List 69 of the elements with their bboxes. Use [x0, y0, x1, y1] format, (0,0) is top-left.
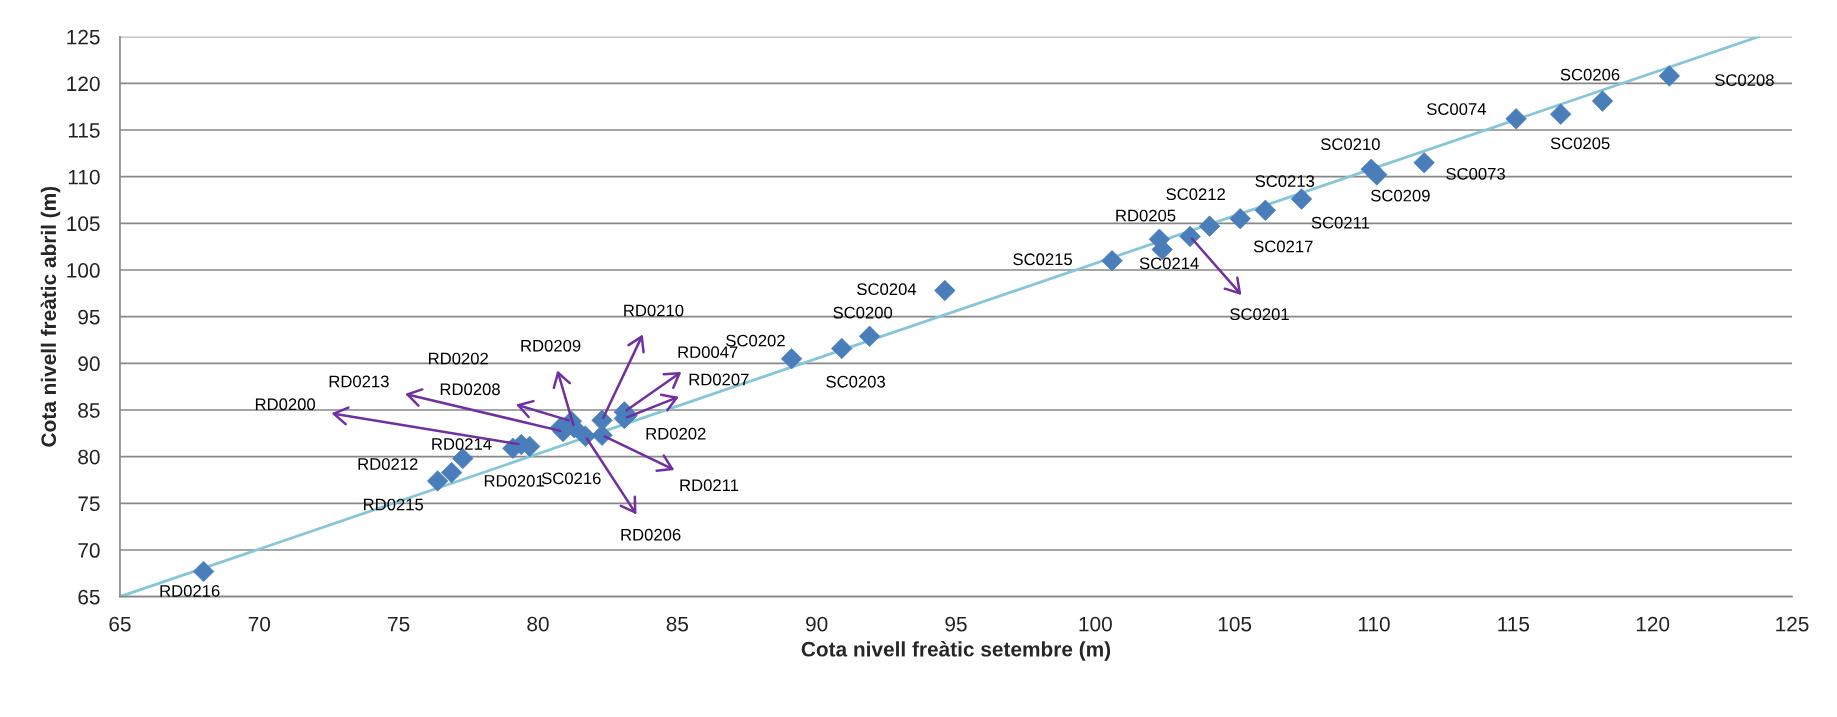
annotation: SC0205 [1550, 137, 1610, 150]
x-tick-label: 85 [666, 616, 689, 632]
point [831, 337, 853, 360]
annotation: SC0211 [1311, 216, 1370, 229]
x-tick-label: 100 [1079, 616, 1112, 632]
annotation: RD0208 [440, 383, 500, 396]
y-tick-label: 115 [68, 123, 100, 138]
annotation: RD0202 [429, 352, 488, 365]
y-tick-label: 95 [78, 309, 100, 325]
x-tick-label: 105 [1218, 616, 1252, 632]
annotation: SC0206 [1560, 68, 1620, 81]
y-tick-label: 100 [67, 263, 100, 278]
annotation: SC0216 [541, 472, 601, 485]
annotation: SC0074 [1427, 103, 1487, 115]
y-axis-title: Cota nivell freàtic abril (m) [40, 186, 61, 447]
annotation: SC0073 [1446, 167, 1505, 180]
annotation: RD0209 [521, 339, 581, 352]
annotation: SC0202 [726, 334, 785, 347]
x-tick-label: 70 [248, 616, 271, 632]
annotation: RD0202 [646, 427, 706, 440]
annotation: RD0047 [678, 346, 738, 359]
annotation: RD0212 [358, 458, 418, 470]
annotation: SC0210 [1321, 138, 1380, 151]
x-tick-label: 65 [109, 616, 131, 632]
x-axis-title: Cota nivell freàtic setembre (m) [801, 641, 1111, 661]
annotation: SC0209 [1371, 189, 1430, 202]
y-tick-label: 80 [78, 449, 100, 465]
annotation: SC0217 [1253, 240, 1313, 253]
x-tick-label: 115 [1498, 616, 1530, 632]
point [192, 560, 215, 583]
point [1413, 152, 1435, 174]
annotation: RD0206 [621, 528, 681, 541]
annotation: RD0210 [624, 304, 684, 317]
annotation: SC0208 [1715, 74, 1774, 86]
annotation: RD0205 [1116, 209, 1176, 222]
y-tick-label: 120 [67, 76, 100, 92]
y-tick-label: 85 [78, 403, 100, 418]
annotation: RD0213 [329, 375, 389, 388]
annotation: SC0212 [1166, 188, 1225, 201]
annotation: SC0214 [1139, 257, 1199, 270]
annotation: RD0207 [689, 373, 749, 386]
point [1198, 215, 1221, 237]
y-tick-label: 70 [78, 543, 100, 558]
x-tick-label: 95 [945, 616, 967, 632]
annotation: SC0201 [1230, 308, 1289, 321]
y-tick-label: 105 [67, 216, 100, 232]
annotation: RD0200 [255, 398, 316, 411]
annotation: RD0214 [432, 438, 492, 450]
y-tick-label: 75 [78, 496, 100, 512]
annotation: SC0215 [1013, 253, 1072, 266]
annotation: RD0211 [680, 479, 739, 492]
y-tick-label: 125 [67, 29, 100, 45]
x-tick-label: 75 [388, 616, 410, 632]
annotation: SC0213 [1255, 175, 1315, 187]
y-tick-label: 110 [68, 169, 100, 185]
x-tick-label: 110 [1358, 616, 1390, 632]
annotation: SC0200 [833, 306, 893, 319]
point [858, 325, 881, 347]
x-tick-label: 125 [1776, 616, 1809, 632]
annotation: RD0201 [484, 474, 544, 487]
annotation: RD0215 [363, 498, 424, 511]
annotation: SC0203 [826, 375, 885, 388]
annotation: RD0216 [160, 584, 220, 597]
y-tick-label: 90 [78, 356, 100, 372]
y-tick-label: 65 [78, 589, 100, 605]
x-tick-label: 90 [806, 616, 828, 632]
x-tick-label: 80 [527, 616, 549, 632]
x-tick-label: 120 [1636, 616, 1670, 632]
annotation: SC0204 [857, 283, 917, 296]
